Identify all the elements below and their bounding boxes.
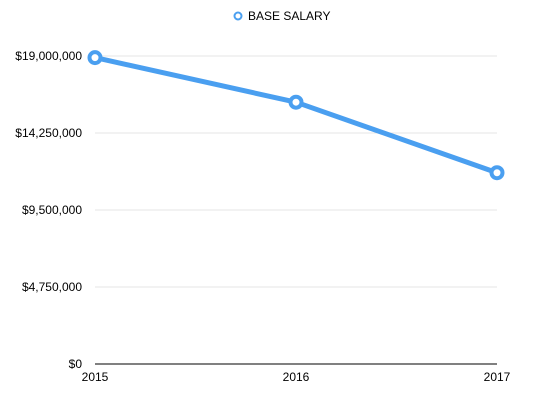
legend-label-base-salary: BASE SALARY <box>248 9 331 23</box>
y-axis-tick-labels: $0 $4,750,000 $9,500,000 $14,250,000 $19,000… <box>15 49 82 371</box>
x-tick-label: 2017 <box>484 370 511 384</box>
y-tick-label: $19,000,000 <box>15 49 82 63</box>
x-tick-label: 2015 <box>82 370 109 384</box>
y-tick-label: $14,250,000 <box>15 126 82 140</box>
series-base-salary <box>87 50 505 181</box>
data-point <box>288 94 304 110</box>
x-tick-label: 2016 <box>283 370 310 384</box>
series-line <box>92 55 500 176</box>
legend: BASE SALARY <box>233 9 331 23</box>
y-tick-label: $9,500,000 <box>22 203 82 217</box>
y-tick-label: $0 <box>69 357 83 371</box>
data-point <box>87 50 103 66</box>
gridlines <box>95 55 497 288</box>
x-axis-tick-labels: 2015 2016 2017 <box>82 370 511 384</box>
legend-marker-base-salary <box>233 11 243 21</box>
data-point <box>489 165 505 181</box>
y-tick-label: $4,750,000 <box>22 280 82 294</box>
